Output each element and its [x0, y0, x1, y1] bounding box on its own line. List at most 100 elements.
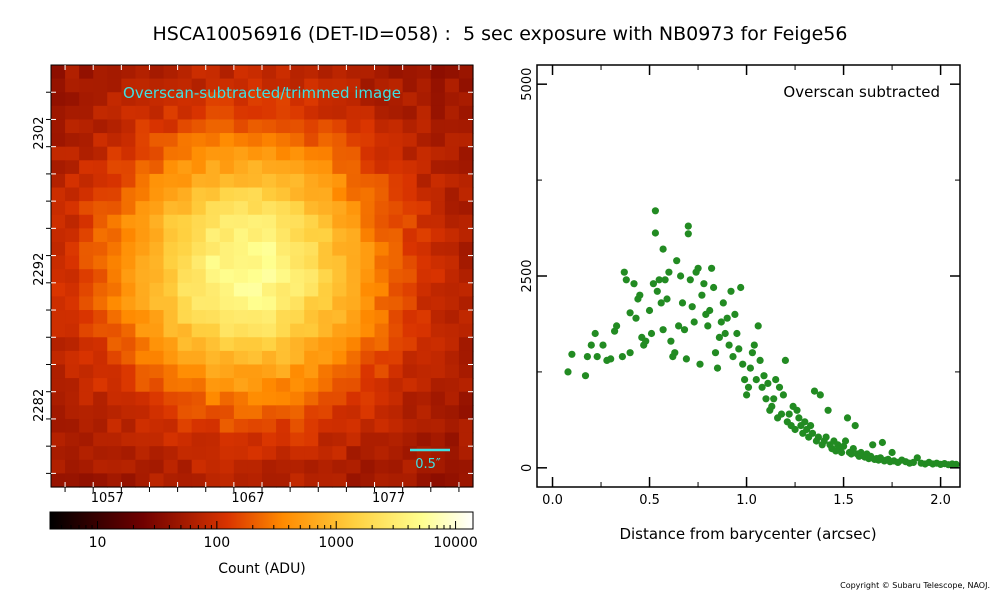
- heatmap-cell: [233, 459, 249, 474]
- heatmap-cell: [402, 228, 418, 243]
- heatmap-cell: [290, 350, 305, 366]
- heatmap-cell: [121, 105, 136, 121]
- heatmap-cell: [191, 391, 207, 406]
- heatmap-cell: [318, 133, 333, 148]
- heatmap-cell: [177, 255, 193, 270]
- heatmap-cell: [444, 133, 460, 148]
- heatmap-cell: [233, 133, 249, 148]
- heatmap-cell: [276, 378, 291, 393]
- heatmap-cell: [416, 160, 432, 175]
- heatmap-cell: [262, 119, 277, 134]
- heatmap-cell: [290, 241, 305, 257]
- heatmap-cell: [233, 269, 249, 284]
- heatmap-cell: [177, 446, 193, 461]
- heatmap-cell: [416, 364, 432, 379]
- heatmap-cell: [233, 119, 249, 134]
- heatmap-cell: [79, 201, 94, 216]
- heatmap-cell: [247, 432, 263, 447]
- heatmap-cell: [262, 241, 277, 257]
- heatmap-cell: [247, 133, 263, 148]
- heatmap-cell: [219, 228, 235, 243]
- heatmap-cell: [191, 337, 207, 352]
- heatmap-cell: [388, 214, 404, 229]
- scatter-point: [735, 345, 743, 353]
- heatmap-cell: [79, 418, 94, 434]
- heatmap-cell: [346, 228, 362, 243]
- heatmap-cell: [346, 173, 362, 189]
- heatmap-cell: [444, 119, 460, 134]
- heatmap-cell: [121, 378, 136, 393]
- heatmap-cell: [191, 296, 207, 311]
- heatmap-cell: [79, 350, 94, 366]
- heatmap-cell: [135, 364, 151, 379]
- heatmap-cell: [360, 187, 376, 202]
- heatmap-cell: [346, 391, 362, 406]
- heatmap-cell: [360, 473, 376, 488]
- heatmap-cell: [121, 364, 136, 379]
- scatter-point: [690, 318, 698, 326]
- heatmap-cell: [290, 391, 305, 406]
- heatmap-cell: [458, 241, 474, 257]
- heatmap-cell: [191, 92, 207, 107]
- heatmap-cell: [205, 241, 221, 257]
- heatmap-cell: [191, 432, 207, 447]
- heatmap-cell: [65, 228, 80, 243]
- heatmap-cell: [79, 446, 94, 461]
- heatmap-cell: [65, 146, 80, 161]
- heatmap-cell: [458, 323, 474, 338]
- heatmap-cell: [402, 78, 418, 93]
- heatmap-cell: [205, 405, 221, 420]
- heatmap-cell: [205, 282, 221, 298]
- heatmap-cell: [121, 282, 136, 298]
- heatmap-cell: [121, 255, 136, 270]
- heatmap-cell: [332, 187, 347, 202]
- heatmap-cell: [290, 405, 305, 420]
- heatmap-cell: [163, 418, 179, 434]
- heatmap-cell: [135, 282, 151, 298]
- heatmap-cell: [360, 282, 376, 298]
- heatmap-cell: [65, 310, 80, 325]
- heatmap-cell: [177, 296, 193, 311]
- heatmap-cell: [233, 296, 249, 311]
- heatmap-cell: [135, 65, 151, 80]
- scatter-point: [620, 268, 628, 276]
- heatmap-cell: [332, 310, 347, 325]
- heatmap-cell: [304, 269, 319, 284]
- heatmap-cell: [205, 432, 221, 447]
- scatter-point: [822, 433, 830, 441]
- heatmap-cell: [219, 473, 235, 488]
- heatmap-cell: [318, 391, 333, 406]
- heatmap-cell: [304, 391, 319, 406]
- scatter-point: [791, 425, 799, 434]
- colorbar-ticks: 10 100 1000 10000: [49, 521, 478, 551]
- scatter-point: [793, 406, 801, 414]
- heatmap-cell: [318, 310, 333, 325]
- heatmap-cell: [318, 160, 333, 175]
- heatmap-cell: [149, 78, 165, 93]
- heatmap-cell: [290, 282, 305, 298]
- heatmap-cell: [219, 92, 235, 107]
- heatmap-cell: [219, 105, 235, 121]
- scatter-point: [671, 349, 679, 357]
- scatter-point: [723, 314, 731, 322]
- heatmap-cell: [346, 405, 362, 420]
- heatmap-cell: [79, 119, 94, 134]
- heatmap-cell: [93, 78, 108, 93]
- heatmap-cell: [458, 133, 474, 148]
- heatmap-cell: [177, 201, 193, 216]
- heatmap-cell: [233, 255, 249, 270]
- heatmap-cell: [290, 296, 305, 311]
- heatmap-cell: [135, 473, 151, 488]
- heatmap-cell: [416, 187, 432, 202]
- heatmap-cell: [332, 119, 347, 134]
- scatter-point: [721, 329, 729, 338]
- heatmap-cell: [177, 418, 193, 434]
- heatmap-cell: [51, 364, 66, 379]
- heatmap-cell: [458, 282, 474, 298]
- scatter-point: [659, 326, 667, 334]
- heatmap-cell: [163, 432, 179, 447]
- heatmap-cell: [262, 92, 277, 107]
- heatmap-cell: [388, 160, 404, 175]
- heatmap-cell: [219, 323, 235, 338]
